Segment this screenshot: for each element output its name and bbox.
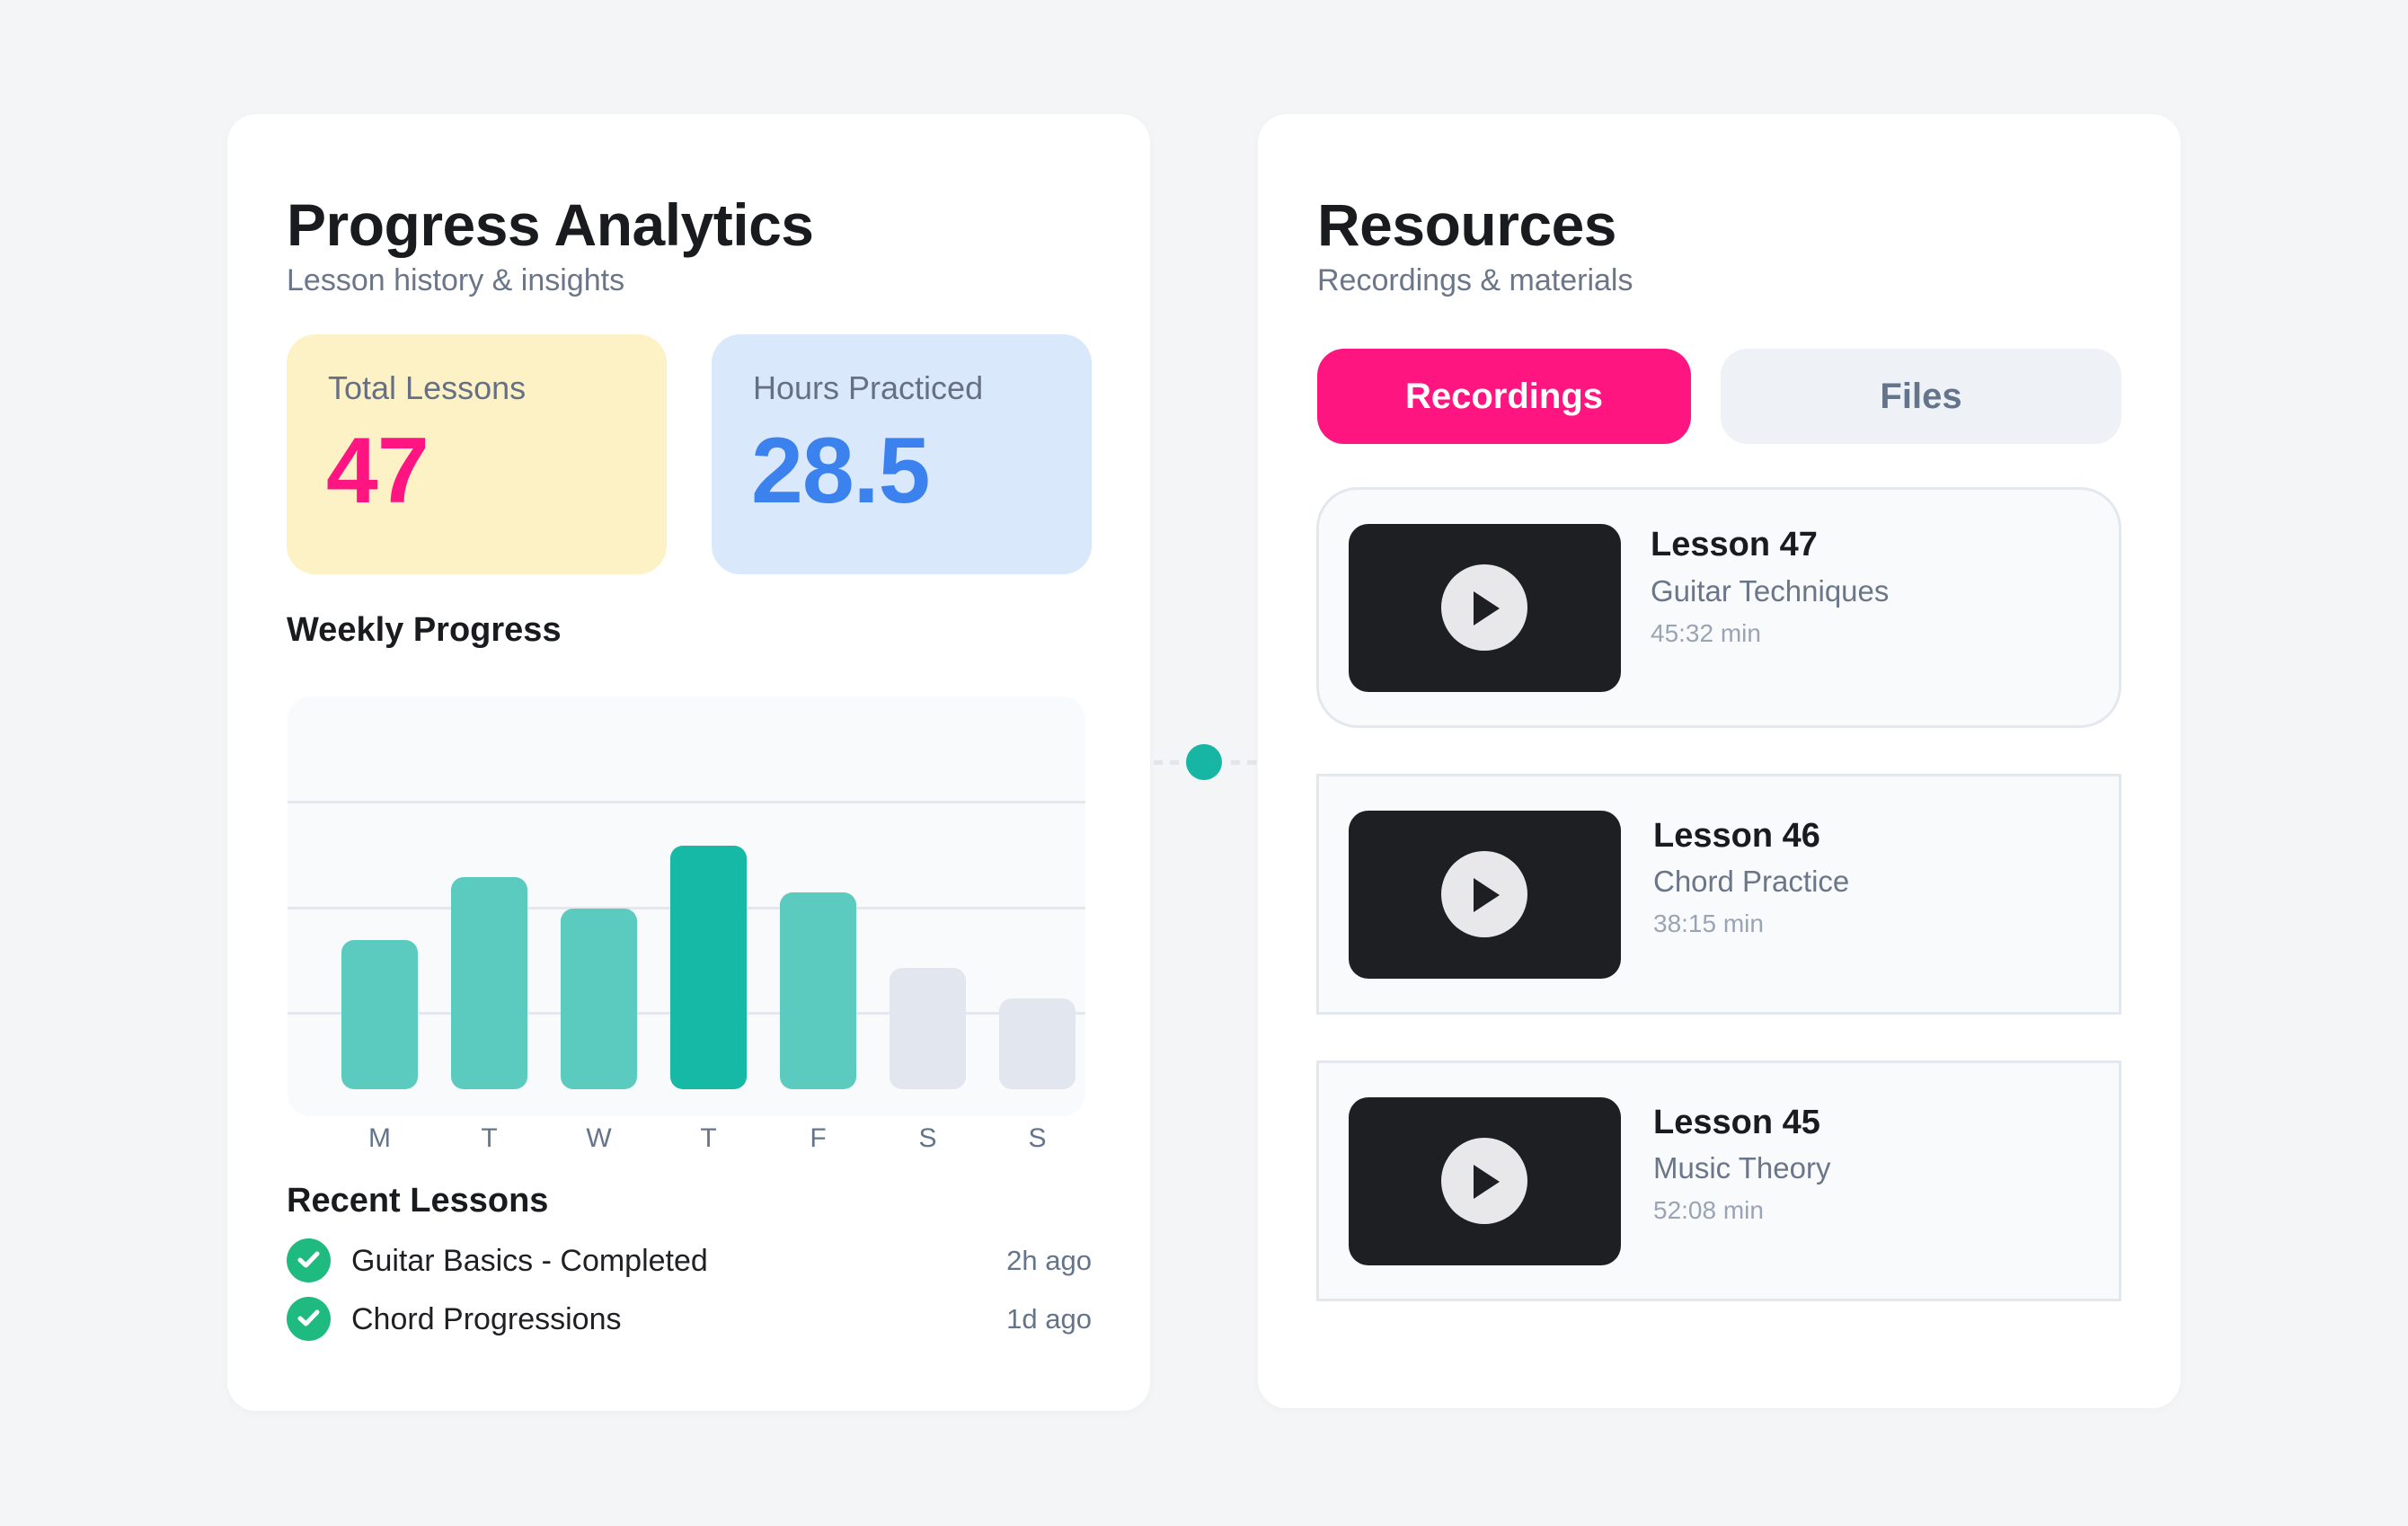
resources-subtitle: Recordings & materials bbox=[1317, 263, 1633, 297]
lesson-name: Chord Progressions bbox=[351, 1302, 622, 1336]
recording-subtitle: Guitar Techniques bbox=[1651, 574, 1890, 608]
recording-duration: 38:15 min bbox=[1653, 909, 1764, 937]
chart-x-label: M bbox=[368, 1123, 391, 1153]
video-thumbnail[interactable] bbox=[1349, 811, 1621, 979]
recording-item[interactable]: Lesson 45 Music Theory 52:08 min bbox=[1316, 1060, 2121, 1301]
resources-title: Resources bbox=[1317, 191, 1617, 258]
stat-card-total-lessons: Total Lessons 47 bbox=[287, 334, 667, 574]
recording-title: Lesson 45 bbox=[1653, 1104, 1820, 1141]
tab-recordings[interactable]: Recordings bbox=[1317, 349, 1691, 444]
recording-subtitle: Chord Practice bbox=[1653, 865, 1850, 898]
lesson-time: 1d ago bbox=[1006, 1303, 1092, 1335]
video-thumbnail[interactable] bbox=[1349, 1097, 1621, 1265]
recording-item[interactable]: Lesson 47 Guitar Techniques 45:32 min bbox=[1316, 487, 2121, 728]
page-title: Progress Analytics bbox=[287, 191, 814, 258]
play-icon[interactable] bbox=[1441, 564, 1527, 651]
chart-bar bbox=[999, 998, 1076, 1089]
connector-dot-icon bbox=[1186, 744, 1222, 780]
check-circle-icon bbox=[287, 1238, 331, 1282]
connector-dash bbox=[1154, 760, 1163, 765]
play-icon[interactable] bbox=[1441, 851, 1527, 937]
chart-bar bbox=[780, 892, 856, 1089]
stat-label: Total Lessons bbox=[328, 369, 527, 406]
chart-bar bbox=[341, 940, 418, 1089]
recent-lessons-heading: Recent Lessons bbox=[287, 1182, 549, 1220]
recent-lesson-item[interactable]: Guitar Basics - Completed 2h ago bbox=[287, 1238, 1092, 1283]
weekly-progress-heading: Weekly Progress bbox=[287, 611, 562, 649]
check-circle-icon bbox=[287, 1297, 331, 1341]
recording-duration: 45:32 min bbox=[1651, 619, 1761, 647]
video-thumbnail[interactable] bbox=[1349, 524, 1621, 692]
stat-value: 28.5 bbox=[751, 419, 930, 523]
connector-dash bbox=[1247, 760, 1256, 765]
recording-title: Lesson 46 bbox=[1653, 817, 1820, 855]
chart-x-label: S bbox=[1028, 1123, 1047, 1153]
recent-lesson-item[interactable]: Chord Progressions 1d ago bbox=[287, 1297, 1092, 1342]
chart-bar bbox=[561, 909, 637, 1089]
resources-card: Resources Recordings & materials Recordi… bbox=[1258, 114, 2181, 1408]
recording-item[interactable]: Lesson 46 Chord Practice 38:15 min bbox=[1316, 774, 2121, 1015]
chart-bar bbox=[890, 968, 966, 1089]
tab-files[interactable]: Files bbox=[1721, 349, 2121, 444]
page-subtitle: Lesson history & insights bbox=[287, 263, 625, 297]
chart-x-label: T bbox=[700, 1123, 717, 1153]
chart-x-label: W bbox=[586, 1123, 612, 1153]
chart-gridline bbox=[288, 801, 1085, 803]
stat-label: Hours Practiced bbox=[753, 369, 984, 406]
recording-duration: 52:08 min bbox=[1653, 1196, 1764, 1224]
connector-dash bbox=[1231, 760, 1240, 765]
chart-x-label: S bbox=[918, 1123, 937, 1153]
chart-x-label: F bbox=[810, 1123, 827, 1153]
progress-analytics-card: Progress Analytics Lesson history & insi… bbox=[227, 114, 1150, 1411]
stat-value: 47 bbox=[326, 419, 429, 523]
play-icon[interactable] bbox=[1441, 1138, 1527, 1224]
card-connector bbox=[1150, 742, 1258, 782]
recording-title: Lesson 47 bbox=[1651, 526, 1818, 563]
lesson-time: 2h ago bbox=[1006, 1245, 1092, 1276]
connector-dash bbox=[1170, 760, 1179, 765]
stat-card-hours-practiced: Hours Practiced 28.5 bbox=[712, 334, 1092, 574]
chart-x-label: T bbox=[481, 1123, 498, 1153]
chart-bar bbox=[451, 877, 527, 1089]
lesson-name: Guitar Basics - Completed bbox=[351, 1244, 708, 1278]
chart-bar bbox=[670, 846, 747, 1089]
recording-subtitle: Music Theory bbox=[1653, 1151, 1831, 1184]
